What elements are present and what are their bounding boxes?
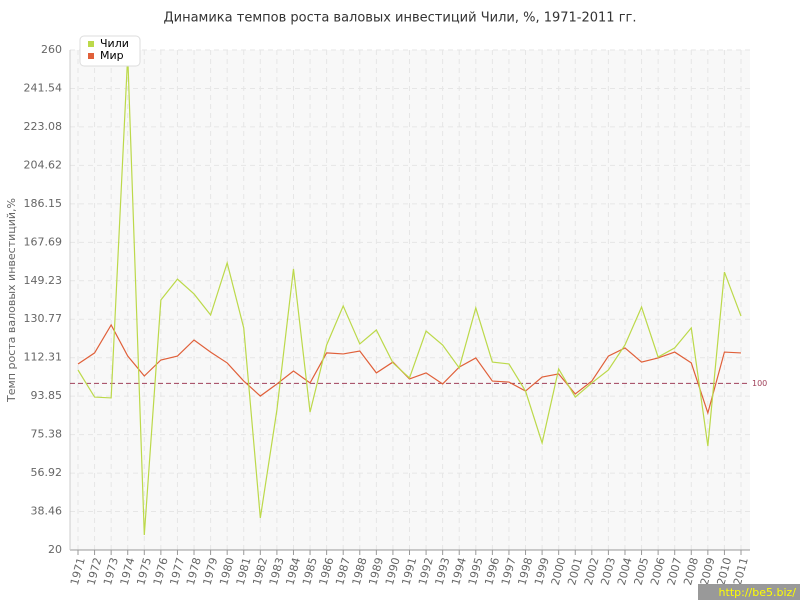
y-tick-label: 260 — [41, 43, 62, 56]
y-tick-label: 241.54 — [24, 81, 63, 94]
legend-swatch — [88, 41, 94, 47]
y-tick-label: 149.23 — [24, 274, 63, 287]
y-tick-label: 75.38 — [31, 428, 63, 441]
reference-label: 100 — [752, 379, 767, 388]
series-line — [77, 323, 742, 415]
legend-swatch — [88, 53, 94, 59]
y-tick-label: 112.31 — [24, 351, 63, 364]
watermark-bg — [698, 584, 800, 600]
y-tick-label: 204.62 — [24, 158, 63, 171]
y-tick-label: 56.92 — [31, 466, 63, 479]
y-tick-label: 223.08 — [24, 120, 63, 133]
y-tick-label: 186.15 — [24, 197, 63, 210]
y-axis-label: Темп роста валовых инвестиций,% — [5, 198, 18, 403]
legend-label: Мир — [100, 49, 124, 62]
y-tick-label: 93.85 — [31, 389, 63, 402]
y-tick-label: 38.46 — [31, 505, 63, 518]
legend-label: Чили — [100, 37, 129, 50]
y-tick-label: 130.77 — [24, 312, 63, 325]
chart-title: Динамика темпов роста валовых инвестиций… — [163, 11, 636, 26]
series-line — [77, 54, 742, 536]
x-tick-label: 2011 — [731, 556, 751, 586]
y-tick-label: 167.69 — [24, 235, 63, 248]
watermark: http://be5.biz/ — [719, 586, 797, 599]
y-tick-label: 20 — [48, 543, 62, 556]
legend-box — [79, 35, 141, 67]
